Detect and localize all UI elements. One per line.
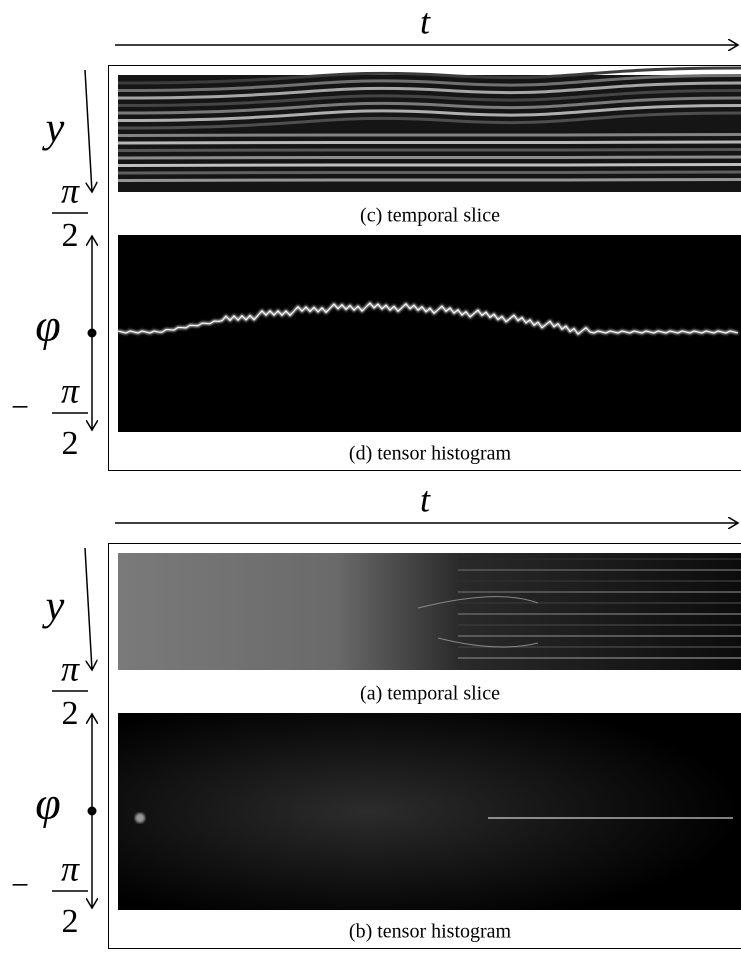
angle-bottom-sign: − bbox=[11, 866, 29, 902]
angle-axis-label: φ bbox=[35, 778, 60, 829]
slice-caption: (a) temporal slice bbox=[360, 683, 500, 705]
angle-origin-dot bbox=[87, 328, 97, 338]
angle-origin-dot bbox=[87, 806, 97, 816]
slice-streak bbox=[117, 133, 741, 137]
angle-bottom-numerator: π bbox=[61, 848, 80, 888]
histogram-caption: (b) tensor histogram bbox=[349, 921, 512, 943]
slice-axis-label: y bbox=[42, 584, 65, 630]
slice-streak bbox=[117, 66, 741, 85]
slice-streak bbox=[117, 140, 741, 145]
panel: t (a) temporal slice (b) tensor histogram y… bbox=[11, 479, 741, 949]
histogram-ridge bbox=[117, 302, 739, 335]
panel-frame bbox=[108, 65, 741, 471]
temporal-slice-image bbox=[118, 553, 741, 670]
angle-bottom-numerator: π bbox=[61, 370, 80, 410]
slice-streak bbox=[117, 178, 741, 182]
angle-top-numerator: π bbox=[61, 648, 80, 688]
histogram-caption: (d) tensor histogram bbox=[349, 443, 512, 465]
slice-caption: (c) temporal slice bbox=[360, 205, 500, 227]
slice-streak bbox=[117, 81, 741, 100]
angle-bottom-denominator: 2 bbox=[62, 425, 79, 462]
angle-top-numerator: π bbox=[61, 170, 80, 210]
slice-streak bbox=[117, 111, 741, 130]
histogram-spot bbox=[135, 813, 145, 823]
time-axis-label: t bbox=[420, 479, 431, 519]
slice-streak bbox=[117, 96, 741, 115]
panel-frame bbox=[108, 543, 741, 949]
angle-top-denominator: 2 bbox=[62, 695, 79, 732]
slice-streak bbox=[117, 148, 741, 152]
angle-axis-label: φ bbox=[35, 300, 60, 351]
slice-axis-label: y bbox=[42, 106, 65, 152]
slice-axis-arrow bbox=[84, 547, 92, 670]
slice-streak bbox=[417, 596, 539, 609]
slice-axis-arrow bbox=[84, 69, 92, 192]
slice-streak bbox=[117, 89, 741, 107]
slice-streak bbox=[117, 163, 741, 167]
time-axis-label: t bbox=[420, 1, 431, 41]
panel: t (c) temporal slice (d) tensor histogram y… bbox=[11, 1, 741, 471]
tensor-histogram-image bbox=[118, 713, 741, 910]
slice-streak bbox=[117, 74, 741, 92]
slice-streak bbox=[437, 637, 539, 648]
slice-streak bbox=[117, 155, 741, 160]
tensor-histogram-image bbox=[118, 235, 741, 432]
slice-streak bbox=[117, 104, 741, 122]
angle-bottom-denominator: 2 bbox=[62, 903, 79, 940]
angle-top-denominator: 2 bbox=[62, 217, 79, 254]
slice-streak bbox=[117, 170, 741, 175]
angle-bottom-sign: − bbox=[11, 388, 29, 424]
